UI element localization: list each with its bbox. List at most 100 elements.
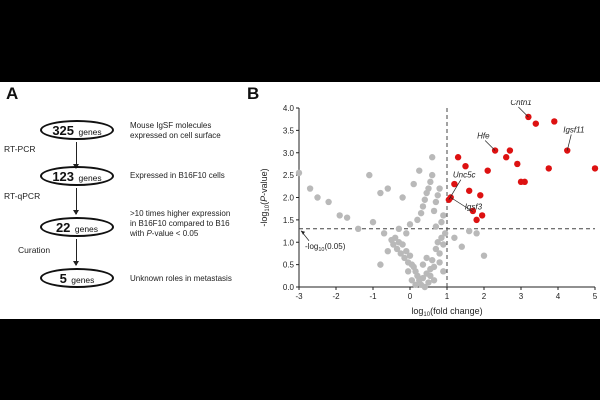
gene-count-ellipse-123: 123 genes: [40, 166, 114, 186]
significant-gene-point: [454, 154, 462, 161]
step-description: Unknown roles in metastasis: [130, 274, 232, 284]
desc-line: Unknown roles in metastasis: [130, 274, 232, 283]
significant-gene-point: [591, 165, 599, 172]
gene-point: [397, 250, 404, 257]
annotation-leader-line: [450, 197, 473, 212]
gene-point: [480, 252, 488, 259]
gene-point: [401, 254, 408, 262]
gene-point: [377, 261, 384, 268]
gene-point: [438, 234, 445, 241]
gene-point: [408, 277, 416, 284]
significant-gene-point: [478, 212, 486, 219]
gene-point: [423, 254, 430, 262]
significant-gene-point: [477, 192, 484, 199]
gene-point: [434, 239, 441, 246]
gene-point: [451, 234, 458, 241]
gene-point: [419, 261, 427, 268]
y-tick-label: 1.0: [283, 238, 295, 247]
gene-point: [380, 230, 388, 237]
gene-point: [412, 281, 419, 288]
gene-point: [390, 241, 397, 248]
gene-point: [440, 268, 447, 275]
annotation-leader-line: [566, 134, 572, 151]
gene-point: [441, 230, 449, 237]
step-description: Mouse IgSF molecules expressed on cell s…: [130, 121, 221, 141]
gene-point: [399, 194, 406, 201]
gene-point: [438, 218, 445, 226]
gene-count: 325: [52, 123, 75, 138]
gene-point: [406, 252, 414, 259]
y-tick-label: 1.5: [283, 216, 295, 225]
y-tick-label: 2.0: [283, 194, 295, 203]
y-axis-label: -log10(P-value): [259, 168, 271, 226]
down-arrow: [73, 188, 79, 215]
x-tick-label: 2: [482, 292, 487, 301]
gene-point: [403, 248, 410, 255]
x-tick-label: -1: [369, 292, 377, 301]
y-tick-label: 2.5: [283, 171, 295, 180]
significant-gene-point: [466, 187, 473, 194]
gene-point: [384, 185, 391, 192]
y-tick-label: 0.0: [283, 283, 295, 292]
gene-point: [306, 185, 314, 192]
desc-line: with P-value < 0.05: [130, 229, 199, 238]
gene-point: [432, 223, 440, 230]
annotation-leader-line: [484, 140, 496, 151]
gene-point: [403, 230, 410, 237]
gene-count-ellipse-5: 5 genes: [40, 268, 114, 288]
gene-point: [393, 245, 401, 253]
gene-point: [404, 268, 412, 275]
significant-gene-point: [473, 216, 480, 224]
gene-point: [427, 272, 434, 280]
gene-point: [436, 250, 443, 257]
gene-point: [421, 196, 428, 203]
gene-annotation: Cntn1: [510, 100, 531, 107]
gene-point: [427, 178, 434, 186]
gene-point: [399, 241, 406, 248]
significant-gene-point: [484, 167, 491, 174]
down-arrow: [73, 239, 79, 266]
gene-point: [430, 277, 438, 284]
gene-annotation: Igsf3: [465, 203, 483, 212]
gene-point: [325, 198, 332, 206]
gene-point: [432, 198, 440, 206]
gene-count: 123: [52, 169, 75, 184]
x-tick-label: 3: [519, 292, 524, 301]
desc-line: Mouse IgSF molecules: [130, 121, 212, 130]
annotation-leader-line: [448, 179, 462, 200]
significant-gene-point: [532, 120, 539, 127]
significant-gene-point: [462, 162, 469, 170]
gene-point: [436, 259, 443, 266]
step-description: >10 times higher expression in B16F10 co…: [130, 209, 230, 239]
gene-point: [366, 171, 373, 179]
gene-point: [406, 221, 414, 228]
gene-annotation: Igsf11: [563, 126, 584, 135]
x-tick-label: 4: [556, 292, 561, 301]
gene-point: [392, 234, 399, 241]
gene-point: [419, 203, 427, 210]
gene-point: [410, 180, 417, 188]
gene-point: [430, 207, 438, 215]
gene-point: [473, 230, 480, 237]
gene-point: [466, 227, 473, 235]
gene-unit: genes: [78, 127, 102, 137]
desc-line: Expressed in B16F10 cells: [130, 171, 225, 180]
gene-point: [384, 248, 391, 255]
gene-point: [336, 212, 343, 219]
significant-gene-point: [514, 160, 521, 168]
gene-point: [419, 274, 427, 282]
gene-point: [395, 225, 403, 233]
y-tick-label: 3.5: [283, 126, 295, 135]
step-rt-qpcr: RT-qPCR: [4, 191, 41, 201]
y-tick-label: 4.0: [283, 104, 295, 113]
gene-point: [421, 283, 428, 291]
gene-point: [295, 169, 303, 177]
gene-point: [355, 225, 362, 233]
gene-unit: genes: [74, 224, 99, 234]
x-axis-label: log10(fold change): [411, 306, 482, 318]
desc-line: expressed on cell surface: [130, 131, 221, 140]
plot-layer: -3 -2 -1 0 1 2 3 4 5 0.0 0.5 1.0 1.5 2.0 2.5 3.0 3.5 4.0 C…: [259, 100, 599, 318]
volcano-plot: -3 -2 -1 0 1 2 3 4 5 0.0 0.5 1.0 1.5 2.0 2.5 3.0 3.5 4.0 C…: [259, 100, 599, 318]
gene-count: 5: [59, 271, 67, 286]
gene-count: 22: [55, 220, 71, 235]
